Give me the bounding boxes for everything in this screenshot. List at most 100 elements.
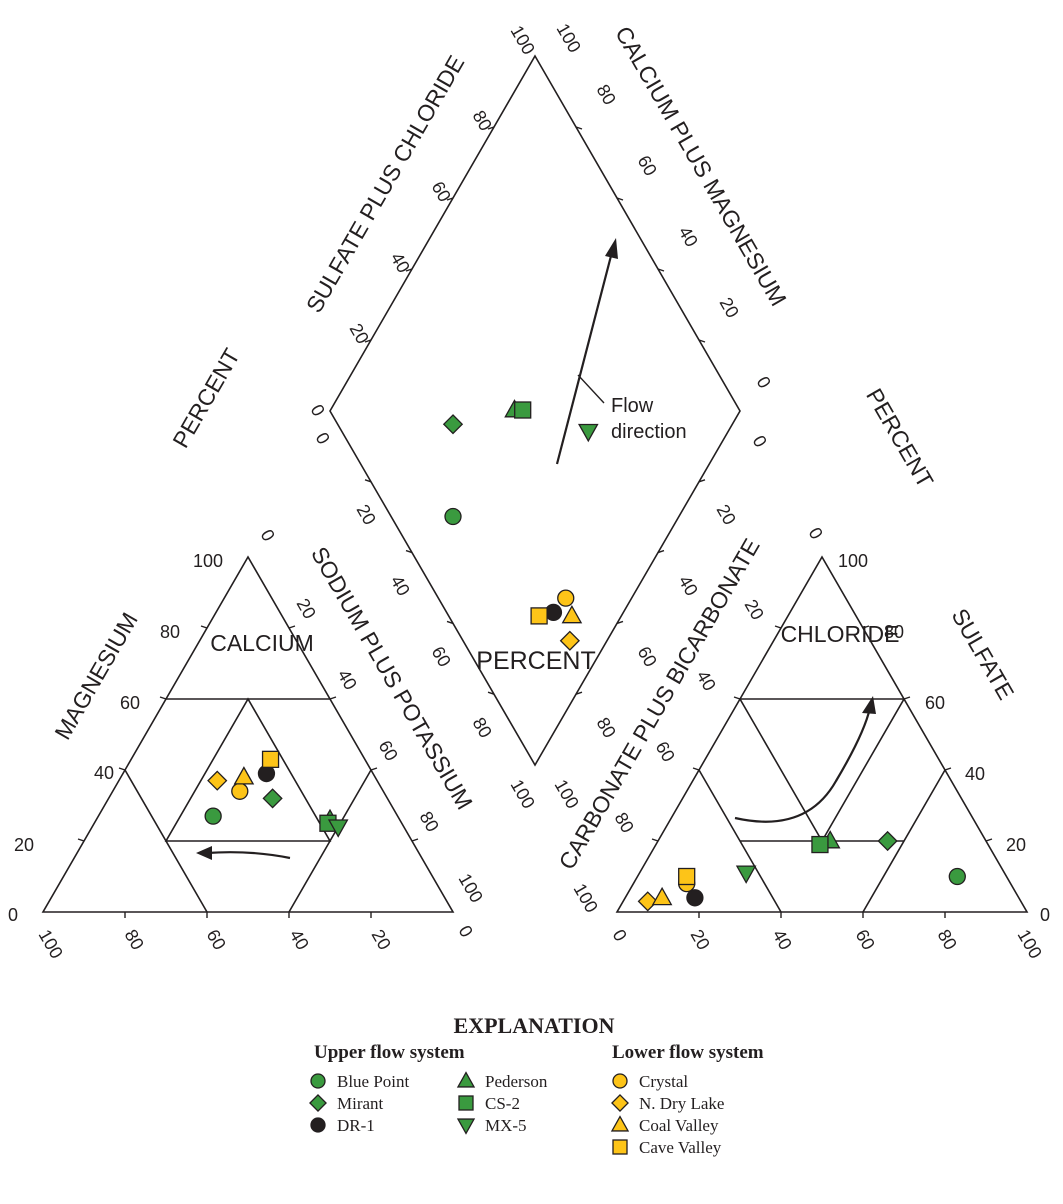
tick-label: 40 (769, 926, 796, 953)
tick-label: 60 (120, 693, 140, 713)
tick-mark (405, 268, 413, 272)
right-tri-chloride-ticks: 0 20 40 60 80 100 (609, 926, 1046, 962)
legend-label: Blue Point (337, 1072, 410, 1091)
cave-valley-marker (261, 750, 280, 768)
tick-label: 0 (8, 905, 18, 925)
tick-label: 0 (455, 922, 477, 941)
tick-label: 80 (611, 809, 638, 836)
tick-label: 80 (593, 81, 620, 108)
crystal-legend-icon (612, 1073, 628, 1089)
blue-point-marker (204, 807, 222, 825)
tick-label: 100 (1014, 926, 1046, 962)
tick-label: 40 (387, 572, 414, 599)
sample-points (204, 399, 966, 912)
legend-label: MX-5 (485, 1116, 527, 1135)
pederson-legend-icon (456, 1071, 476, 1088)
tick-label: 100 (455, 870, 487, 906)
tick-label: 80 (593, 714, 620, 741)
crystal-marker (557, 589, 575, 607)
tick-mark (651, 838, 659, 842)
tick-label: 40 (334, 666, 361, 693)
tick-label: 80 (416, 808, 443, 835)
tick-label: 60 (925, 693, 945, 713)
tick-mark (616, 197, 624, 201)
tick-label: 80 (121, 926, 148, 953)
flow-arrows (196, 238, 876, 860)
tick-mark (698, 339, 706, 343)
tick-label: 20 (716, 294, 743, 321)
legend-upper-title: Upper flow system (314, 1042, 465, 1063)
tick-label: 100 (838, 551, 868, 571)
diamond-sulfate-chloride-ticks: 0 20 40 60 80 100 (307, 22, 539, 420)
tick-mark (616, 620, 624, 625)
tick-label: 20 (368, 926, 395, 953)
dr-1-marker (544, 603, 563, 621)
axis-title-percent-upper-right: PERCENT (861, 384, 938, 492)
axis-title-calcium: CALCIUM (210, 630, 314, 656)
axis-title-chloride: CHLORIDE (781, 621, 900, 647)
legend: EXPLANATION Upper flow system Lower flow… (309, 1013, 764, 1157)
cave-valley-legend-icon (612, 1139, 628, 1155)
tick-mark (575, 126, 583, 130)
mx-5-marker (327, 819, 349, 838)
cs-2-marker (514, 401, 532, 419)
tick-label: 80 (934, 926, 961, 953)
tick-label: 0 (749, 432, 771, 451)
dr-1-marker (686, 889, 704, 907)
blue-point-marker (948, 867, 966, 886)
cs-2-marker (811, 835, 829, 854)
axis-title-percent-bottom: PERCENT (476, 647, 595, 675)
coal-valley-marker (561, 604, 583, 624)
tick-mark (733, 696, 741, 700)
tick-mark (657, 268, 665, 272)
tick-label: 60 (634, 152, 661, 179)
tick-label: 80 (884, 622, 904, 642)
tick-label: 100 (551, 776, 583, 812)
tick-label: 60 (634, 643, 661, 670)
tick-mark (288, 625, 296, 629)
mirant-marker (262, 788, 283, 809)
flow-label-leader (577, 374, 605, 404)
flow-direction-label: Flow (611, 395, 654, 417)
tick-label: 40 (286, 926, 313, 953)
tick-label: 100 (507, 776, 539, 812)
tick-mark (411, 838, 419, 842)
mirant-marker (442, 414, 464, 435)
coal-valley-marker (233, 766, 255, 785)
tick-label: 20 (293, 595, 320, 622)
arrowhead-icon (196, 846, 212, 860)
tick-label: 80 (469, 714, 496, 741)
arrowhead-icon (862, 696, 876, 714)
tick-label: 100 (553, 20, 585, 56)
tick-mark (487, 691, 495, 695)
tick-mark (903, 696, 911, 700)
tick-mark (657, 549, 665, 554)
tick-mark (364, 339, 372, 343)
tick-label: 20 (353, 501, 380, 528)
coal-valley-marker (651, 886, 673, 906)
tick-mark (446, 197, 454, 201)
tick-mark (405, 549, 413, 554)
legend-label: CS-2 (485, 1094, 520, 1113)
tick-label: 80 (160, 622, 180, 642)
left-ternary-triangle (41, 555, 455, 913)
left-tri-flow-arrow (206, 851, 291, 860)
mirant-legend-icon (309, 1094, 327, 1112)
tick-label: 60 (203, 926, 230, 953)
tick-mark (370, 767, 378, 771)
tick-mark (862, 625, 870, 629)
tick-label: 40 (94, 763, 114, 783)
tick-mark (985, 838, 993, 842)
tick-label: 20 (687, 926, 714, 953)
tick-label: 40 (965, 764, 985, 784)
coal-valley-legend-icon (610, 1115, 630, 1132)
tick-mark (698, 479, 706, 483)
tick-label: 100 (193, 551, 223, 571)
left-tri-magnesium-ticks: 0 20 40 60 80 100 (8, 551, 223, 925)
right-tri-sulfate-ticks: 0 20 40 60 80 100 (838, 551, 1050, 925)
tick-label: 0 (257, 526, 279, 545)
tick-label: 60 (852, 926, 879, 953)
tick-label: 0 (609, 926, 631, 945)
tick-label: 20 (1006, 835, 1026, 855)
